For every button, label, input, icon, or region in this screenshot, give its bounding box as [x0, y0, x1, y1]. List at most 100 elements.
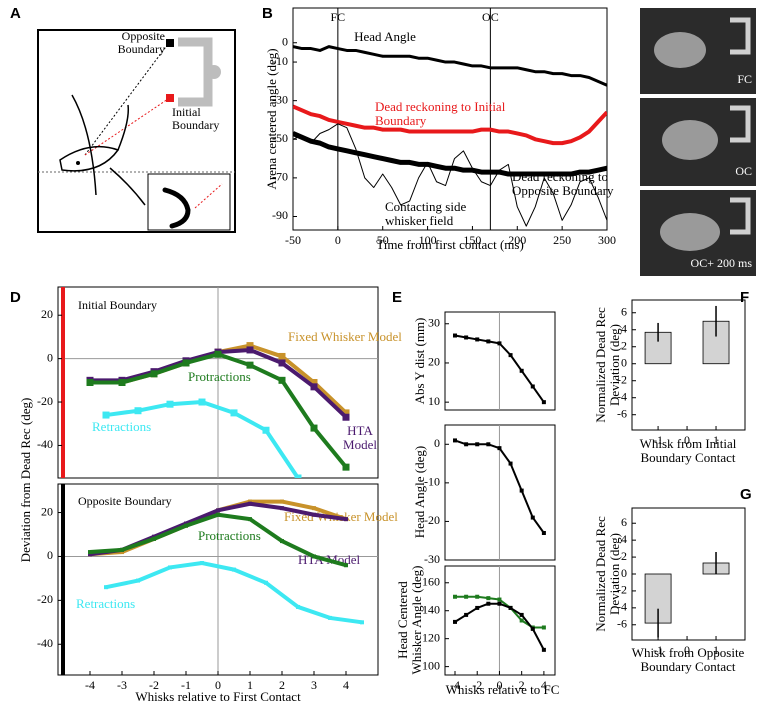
marker	[262, 426, 270, 434]
y-axis-label: Head Centered Whisker Angle (deg)	[394, 565, 424, 675]
initial-label: Initial Boundary	[172, 106, 220, 133]
mouse	[660, 213, 720, 251]
y-tick-label: 2	[621, 338, 627, 352]
marker	[246, 346, 254, 354]
series-label-box: Fixed Whisker Model	[284, 510, 398, 524]
panel-label: D	[10, 289, 21, 306]
y-axis-label-group: Deviation from Dead Rec (deg)	[17, 397, 33, 563]
marker	[508, 605, 513, 610]
sight-line	[84, 98, 169, 156]
x-tick-label: 0	[335, 233, 341, 247]
y-tick-label: -6	[617, 617, 627, 631]
y-tick-label: 4	[621, 321, 627, 335]
mouse	[654, 32, 706, 68]
y-tick-label: -50	[272, 131, 288, 145]
plot-frame	[292, 7, 608, 231]
marker	[166, 400, 174, 408]
panel-title: Initial Boundary	[78, 298, 157, 312]
x-tick-label: -1	[653, 433, 663, 447]
eye	[76, 161, 80, 165]
series-label: Contacting side whisker field	[385, 200, 467, 229]
y-axis-label: Normalized Dead Rec Deviation (deg)	[592, 516, 622, 632]
y-axis-label-box: Normalized Dead Rec Deviation (deg)	[592, 516, 622, 632]
marker	[360, 620, 364, 625]
y-tick-label: -30	[424, 552, 440, 566]
series-label-box: HTA Model	[343, 424, 377, 452]
marker	[475, 337, 480, 342]
sight-line	[84, 43, 169, 156]
series-label-box: Dead reckoning to Initial Boundary	[375, 100, 506, 129]
y-tick-label: 10	[428, 394, 440, 408]
panel-label: F	[740, 289, 749, 306]
x-tick-label: 0	[215, 678, 221, 692]
mouse	[662, 120, 718, 160]
y-tick-label: -6	[617, 406, 627, 420]
marker	[486, 596, 491, 601]
x-tick-label: 0	[684, 433, 690, 447]
object	[730, 197, 751, 235]
series-label: Fixed Whisker Model	[288, 330, 402, 344]
marker	[486, 339, 491, 344]
series-label-box: HTA Model	[298, 553, 360, 567]
marker	[88, 550, 92, 555]
marker	[248, 501, 252, 506]
marker	[541, 400, 546, 405]
y-tick-label: -10	[272, 54, 288, 68]
marker	[541, 647, 546, 652]
marker	[328, 615, 332, 620]
marker	[453, 333, 457, 338]
marker	[216, 512, 220, 517]
marker	[310, 379, 318, 386]
series-label-box: Contacting side whisker field	[385, 200, 467, 229]
marker	[278, 352, 286, 360]
y-tick-label: 0	[434, 436, 440, 450]
panel-label: B	[262, 5, 273, 22]
marker	[475, 594, 480, 599]
marker	[344, 563, 348, 568]
marker	[278, 376, 286, 384]
marker	[152, 534, 156, 539]
marker	[310, 424, 318, 432]
x-axis-label: Whisks relative to First Contact	[135, 690, 301, 704]
y-tick-label: 0	[47, 350, 53, 364]
series-label: Dead reckoning to Opposite Boundary	[512, 170, 614, 199]
series-label-box: Dead reckoning to Opposite Boundary	[512, 170, 614, 199]
y-tick-label: 120	[422, 630, 440, 644]
y-tick-label: -40	[37, 437, 53, 451]
marker	[104, 585, 108, 590]
marker	[464, 335, 469, 340]
marker	[134, 407, 142, 415]
marker	[182, 359, 190, 367]
x-tick-label: -4	[85, 678, 95, 692]
marker	[475, 605, 480, 610]
x-tick-label: -2	[149, 678, 159, 692]
series-line	[293, 123, 607, 227]
y-tick-label: 20	[428, 355, 440, 369]
marker	[120, 550, 124, 555]
y-axis-label: Deviation from Dead Rec (deg)	[17, 397, 33, 563]
marker	[342, 463, 350, 471]
marker	[232, 567, 236, 572]
marker	[278, 359, 286, 367]
marker	[198, 398, 206, 406]
panel-label: E	[392, 289, 402, 306]
x-axis-label: Whisks relative to FC	[445, 683, 560, 697]
series-line	[293, 45, 607, 87]
y-axis-label: Head Angle (deg)	[411, 445, 427, 539]
label-box: Initial Boundary	[172, 106, 220, 133]
y-tick-label: 20	[41, 504, 53, 518]
x-tick-label: 100	[419, 233, 437, 247]
marker	[184, 523, 188, 528]
panel-title: Opposite Boundary	[78, 494, 172, 508]
y-tick-label: 160	[422, 575, 440, 589]
inset-trace	[162, 187, 191, 229]
marker	[519, 368, 524, 373]
y-tick-label: 30	[428, 316, 440, 330]
y-tick-label: -20	[424, 513, 440, 527]
marker	[497, 341, 502, 346]
series-label: Dead reckoning to Initial Boundary	[375, 100, 506, 129]
plot-frame	[444, 311, 556, 411]
y-axis-label-box: Arena centered angle (deg)	[264, 48, 279, 189]
series-label-box: Protractions	[198, 529, 261, 543]
